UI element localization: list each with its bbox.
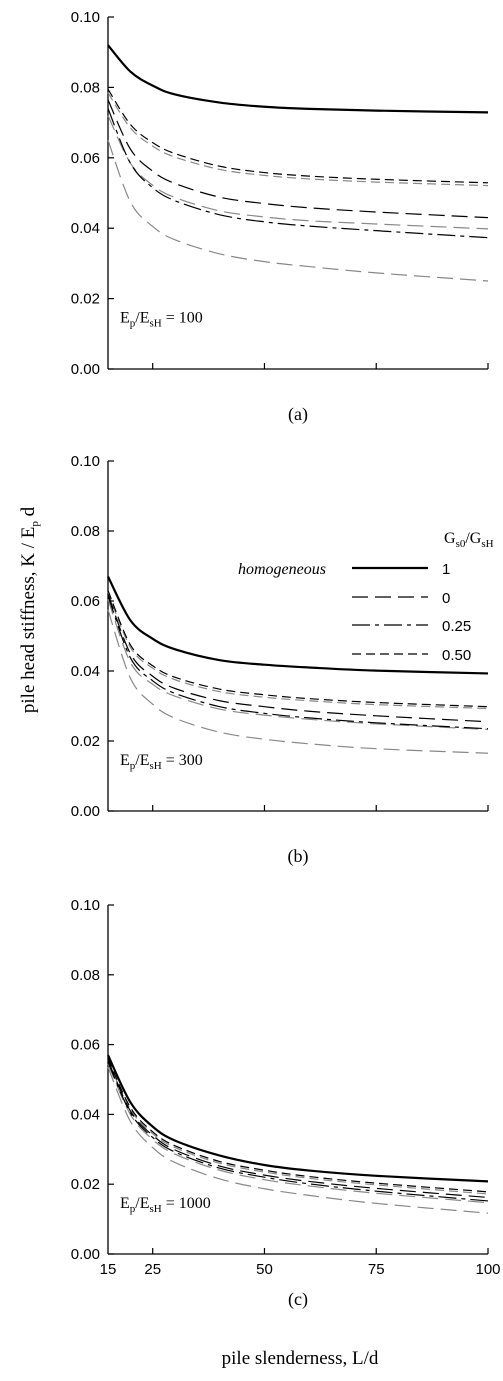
x-axis-title: pile slenderness, L/d bbox=[222, 1348, 379, 1369]
legend: Gs0/GsH homogeneous 1 0 0.25 0.50 bbox=[238, 530, 494, 664]
x-tick-label: 100 bbox=[475, 1261, 500, 1278]
y-tick-label: 0.00 bbox=[71, 361, 100, 378]
y-tick-label: 0.00 bbox=[71, 1246, 100, 1263]
series-line bbox=[107, 115, 489, 230]
panel-label: (a) bbox=[288, 404, 308, 425]
y-tick-label: 0.08 bbox=[71, 523, 100, 540]
y-tick-label: 0.08 bbox=[71, 79, 100, 96]
series-line bbox=[107, 99, 489, 219]
y-tick-label: 0.06 bbox=[71, 1037, 100, 1054]
y-tick-label: 0.10 bbox=[71, 9, 100, 26]
series-line bbox=[107, 599, 489, 731]
legend-value: 1 bbox=[442, 561, 450, 578]
y-axis-title: pile head stiffness, K / Ep d bbox=[18, 506, 41, 713]
legend-homogeneous-label: homogeneous bbox=[238, 561, 326, 578]
panel-1: 0.00 0.02 0.04 0.06 0.08 0.10 Ep/EsH = 300 (b) bbox=[71, 453, 489, 867]
x-tick-label: 75 bbox=[368, 1261, 385, 1278]
legend-entries: 1 0 0.25 0.50 bbox=[352, 561, 471, 664]
x-tick-label: 15 bbox=[100, 1261, 117, 1278]
y-tick-label: 0.04 bbox=[71, 220, 100, 237]
y-tick-label: 0.00 bbox=[71, 803, 100, 820]
stiffness-ratio-annotation: Ep/EsH = 1000 bbox=[120, 1195, 211, 1215]
stiffness-ratio-annotation: Ep/EsH = 100 bbox=[120, 310, 203, 330]
series-line bbox=[107, 92, 489, 187]
series-line bbox=[107, 575, 489, 675]
series-line bbox=[107, 593, 489, 723]
legend-value: 0.50 bbox=[442, 647, 471, 664]
series-line bbox=[107, 1054, 489, 1183]
series-line bbox=[107, 108, 489, 239]
legend-value: 0.25 bbox=[442, 618, 471, 635]
series-line bbox=[107, 1058, 489, 1193]
y-tick-label: 0.02 bbox=[71, 1176, 100, 1193]
legend-title: Gs0/GsH bbox=[444, 530, 494, 550]
series-line bbox=[107, 1061, 489, 1202]
y-tick-label: 0.06 bbox=[71, 593, 100, 610]
y-tick-label: 0.10 bbox=[71, 897, 100, 914]
y-tick-label: 0.06 bbox=[71, 150, 100, 167]
series-line bbox=[107, 44, 489, 114]
series-line bbox=[107, 1060, 489, 1195]
y-tick-label: 0.08 bbox=[71, 967, 100, 984]
y-tick-label: 0.04 bbox=[71, 663, 100, 680]
series-line bbox=[107, 1060, 489, 1199]
panel-label: (c) bbox=[288, 1289, 308, 1310]
series-line bbox=[107, 609, 489, 754]
series-line bbox=[107, 88, 489, 184]
legend-entry: 0.50 bbox=[352, 647, 471, 664]
series-line bbox=[107, 1067, 489, 1214]
legend-entry: 1 bbox=[352, 561, 450, 578]
panel-0: 0.00 0.02 0.04 0.06 0.08 0.10 Ep/EsH = 100 (a) bbox=[71, 9, 489, 425]
y-tick-label: 0.02 bbox=[71, 733, 100, 750]
series-line bbox=[107, 139, 489, 282]
legend-entry: 0.25 bbox=[352, 618, 471, 635]
legend-entry: 0 bbox=[352, 590, 450, 607]
y-tick-label: 0.02 bbox=[71, 291, 100, 308]
y-tick-label: 0.04 bbox=[71, 1106, 100, 1123]
panel-2: 0.00 0.02 0.04 0.06 0.08 0.10 15 25 50 75 100 Ep/Es… bbox=[71, 897, 501, 1310]
legend-value: 0 bbox=[442, 590, 450, 607]
stiffness-ratio-annotation: Ep/EsH = 300 bbox=[120, 752, 203, 772]
series-line bbox=[107, 590, 489, 708]
series-line bbox=[107, 1063, 489, 1204]
x-tick-label: 25 bbox=[144, 1261, 161, 1278]
panel-label: (b) bbox=[288, 846, 309, 867]
series-line bbox=[107, 595, 489, 730]
series-line bbox=[107, 592, 489, 710]
y-tick-label: 0.10 bbox=[71, 453, 100, 470]
x-tick-label: 50 bbox=[256, 1261, 273, 1278]
